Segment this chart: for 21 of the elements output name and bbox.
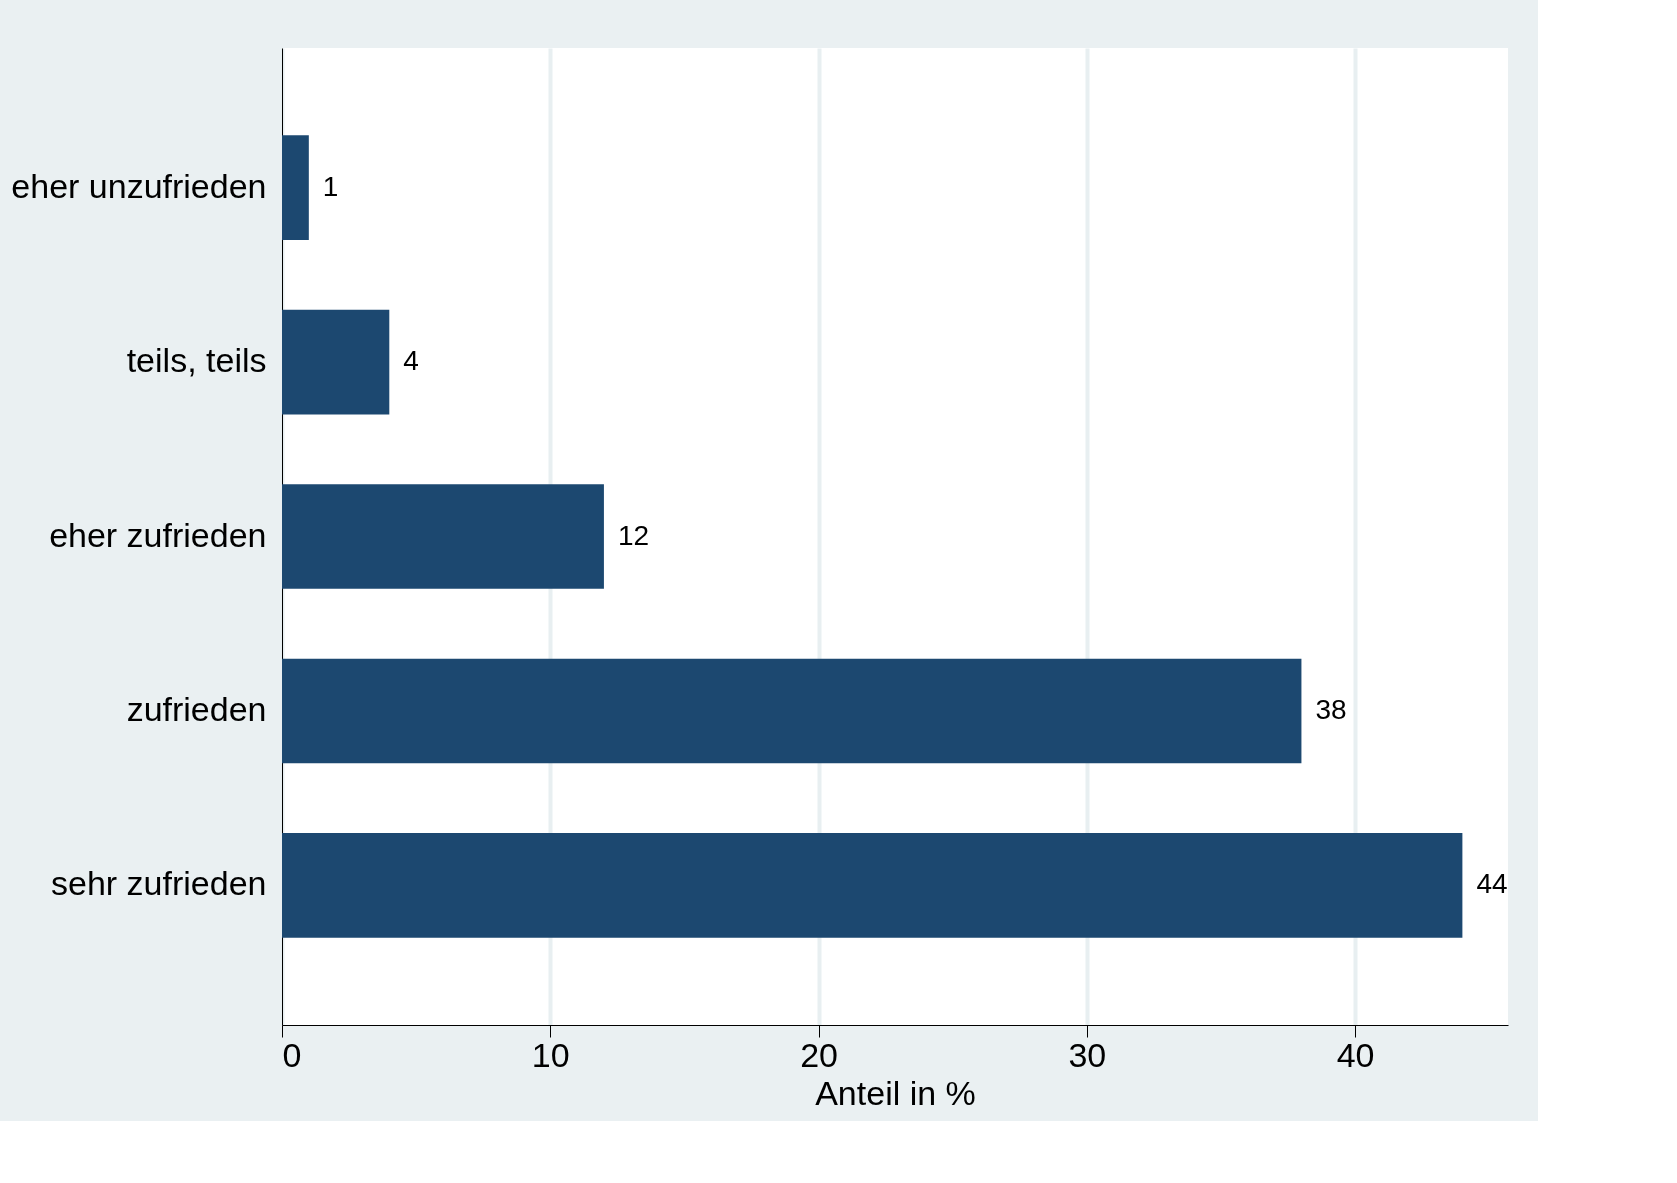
data-label: 12 bbox=[617, 519, 650, 551]
x-axis-title: Anteil in % bbox=[815, 1073, 976, 1112]
x-tick-label: 40 bbox=[1336, 1035, 1375, 1074]
y-tick-label: zufrieden bbox=[126, 689, 267, 728]
x-tick-label: 10 bbox=[531, 1035, 570, 1074]
y-tick-label: sehr zufrieden bbox=[51, 864, 267, 903]
bar bbox=[282, 833, 1463, 938]
x-tick-label: 0 bbox=[282, 1035, 302, 1074]
x-tick-label: 20 bbox=[800, 1035, 838, 1074]
data-label: 4 bbox=[403, 345, 419, 377]
bar bbox=[282, 135, 309, 240]
y-tick-label: teils, teils bbox=[126, 341, 267, 380]
data-label: 44 bbox=[1476, 868, 1508, 900]
bar bbox=[282, 484, 604, 589]
data-label: 1 bbox=[322, 170, 339, 202]
x-tick-label: 30 bbox=[1068, 1035, 1107, 1074]
data-label: 38 bbox=[1315, 693, 1347, 725]
y-tick-label: eher zufrieden bbox=[49, 515, 267, 554]
bar bbox=[282, 309, 390, 415]
bar bbox=[282, 658, 1302, 764]
y-tick-label: eher unzufrieden bbox=[11, 166, 267, 205]
